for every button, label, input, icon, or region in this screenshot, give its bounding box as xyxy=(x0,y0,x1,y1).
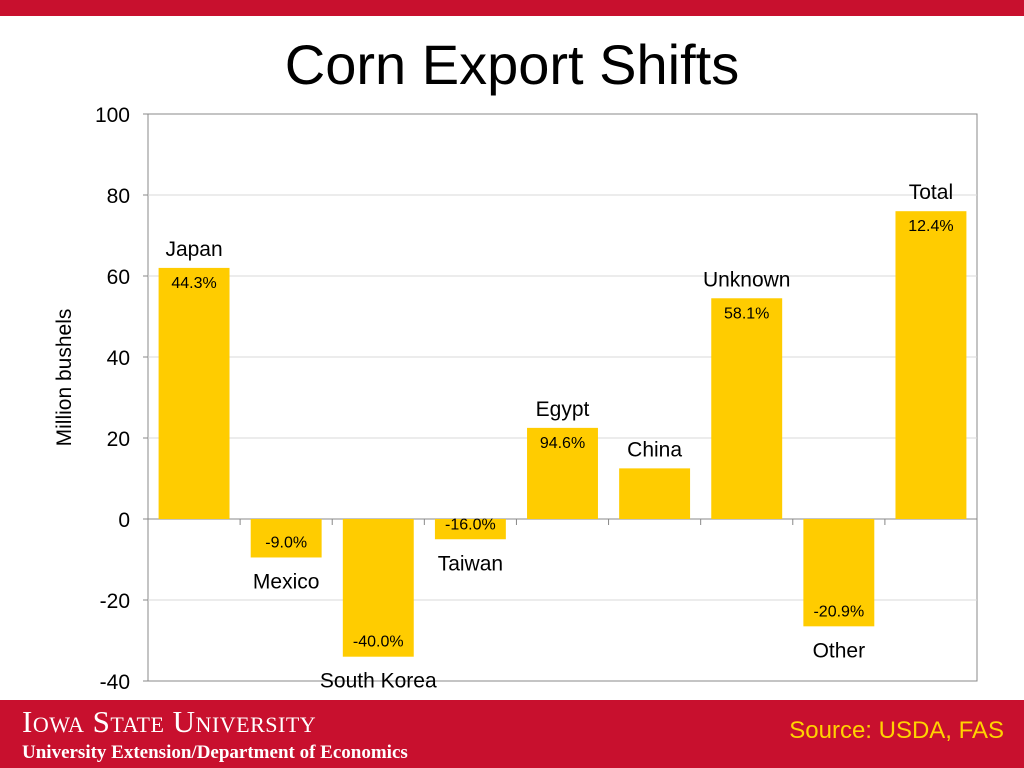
data-label: -20.9% xyxy=(813,603,864,620)
bar-taiwan xyxy=(434,519,506,540)
bar-egypt xyxy=(527,427,598,519)
category-label: South Korea xyxy=(320,670,437,693)
category-label: Total xyxy=(909,181,953,204)
y-tick-label: -40 xyxy=(100,671,130,694)
y-tick-label: -20 xyxy=(100,590,130,613)
department-name: University Extension/Department of Econo… xyxy=(22,742,408,763)
category-label: Egypt xyxy=(536,398,590,421)
category-label: China xyxy=(627,438,682,461)
data-label: -16.0% xyxy=(445,516,496,533)
category-label: Unknown xyxy=(703,268,791,291)
y-tick-label: 100 xyxy=(95,104,130,127)
data-label: 12.4% xyxy=(908,218,953,235)
y-tick-label: 20 xyxy=(107,428,130,451)
chart-title: Corn Export Shifts xyxy=(284,33,740,96)
category-label: Mexico xyxy=(253,570,320,593)
y-axis-label: Million bushels xyxy=(53,309,76,447)
data-label: 94.6% xyxy=(540,435,585,452)
category-label: Taiwan xyxy=(438,552,503,575)
data-label: 58.1% xyxy=(724,305,769,322)
y-tick-label: 80 xyxy=(107,185,130,208)
bar-other xyxy=(803,519,875,627)
top-accent-bar xyxy=(0,0,1024,16)
y-tick-label: 0 xyxy=(118,509,130,532)
category-label: Other xyxy=(813,639,866,662)
y-tick-label: 40 xyxy=(107,347,130,370)
data-label: 44.3% xyxy=(171,275,216,292)
bar-china xyxy=(619,468,691,519)
bar-unknown xyxy=(711,298,783,519)
bar-japan xyxy=(158,267,230,519)
bar-mexico xyxy=(250,519,322,558)
data-label: -40.0% xyxy=(353,634,404,651)
bar-total xyxy=(895,211,967,519)
bar-chart: 100 80 60 40 20 0 -20 -40 Million bushels Japan 44… xyxy=(53,104,978,694)
university-name: Iowa State University xyxy=(22,704,317,739)
data-label: -9.0% xyxy=(265,534,307,551)
bar-south-korea xyxy=(342,519,414,657)
y-tick-label: 60 xyxy=(107,266,130,289)
source-note: Source: USDA, FAS xyxy=(789,717,1004,744)
category-label: Japan xyxy=(165,238,222,261)
footer-bar: Iowa State University University Extensi… xyxy=(0,700,1024,768)
